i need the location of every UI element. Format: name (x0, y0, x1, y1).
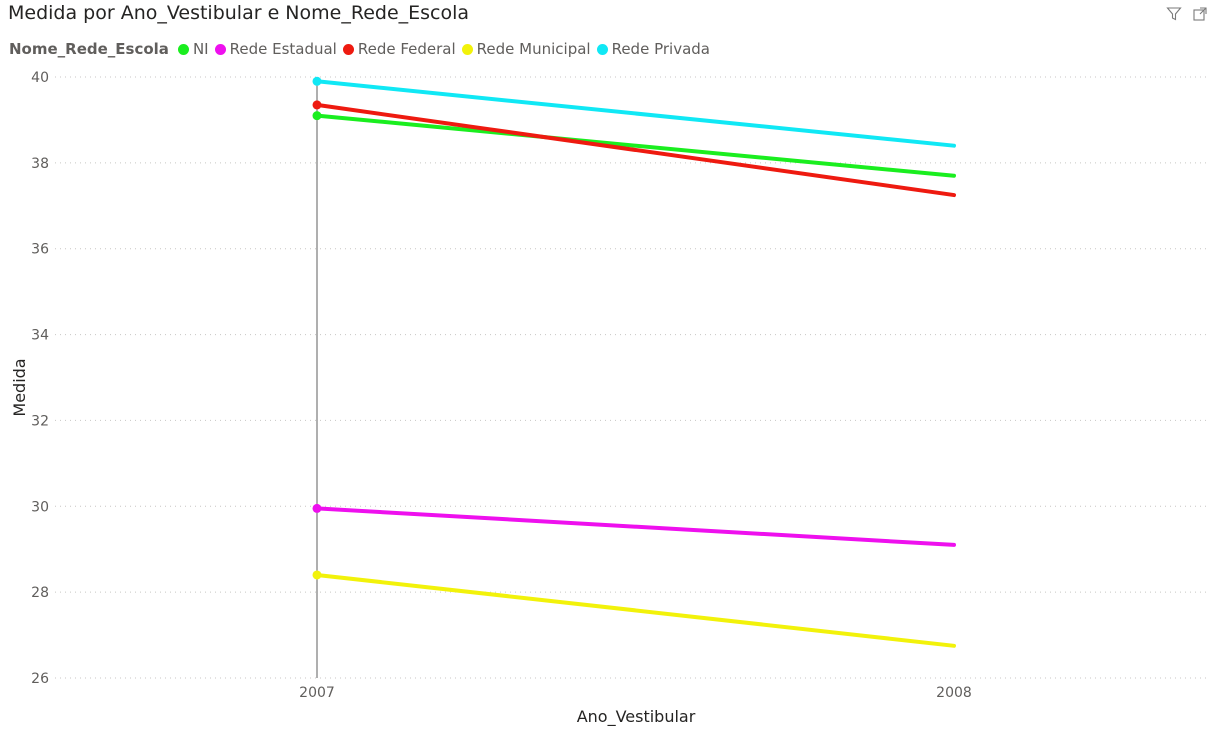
legend-item-ni[interactable]: NI (177, 40, 209, 58)
y-axis-title: Medida (10, 358, 29, 416)
data-point-rede-estadual[interactable] (312, 503, 322, 513)
chart-title: Medida por Ano_Vestibular e Nome_Rede_Es… (8, 2, 470, 24)
y-tick-label: 34 (31, 328, 49, 344)
y-tick-label: 30 (31, 499, 49, 515)
series-line-rede-federal[interactable] (315, 102, 956, 198)
series-line-rede-estadual[interactable] (315, 506, 956, 547)
legend-marker (461, 43, 473, 55)
legend-marker (214, 43, 226, 55)
filter-icon[interactable] (1165, 5, 1183, 23)
legend-label: Rede Privada (611, 40, 710, 58)
legend-marker (342, 43, 354, 55)
legend-title: Nome_Rede_Escola (9, 40, 169, 58)
y-tick-label: 36 (31, 242, 49, 258)
legend-marker (596, 43, 608, 55)
x-tick-label: 2007 (299, 685, 335, 701)
x-tick-label: 2008 (936, 685, 972, 701)
data-point-rede-municipal[interactable] (312, 570, 322, 580)
y-tick-label: 38 (31, 156, 49, 172)
y-tick-label: 26 (31, 671, 49, 687)
focus-mode-icon[interactable] (1191, 5, 1209, 23)
legend-label: NI (192, 40, 209, 58)
data-point-rede-federal[interactable] (312, 100, 322, 110)
series-line-rede-municipal[interactable] (315, 572, 956, 648)
y-tick-label: 40 (31, 70, 49, 86)
legend-item-rede-federal[interactable]: Rede Federal (342, 40, 456, 58)
series-line-rede-privada[interactable] (315, 79, 956, 148)
legend-label: Rede Municipal (476, 40, 591, 58)
data-point-ni[interactable] (312, 111, 322, 121)
x-axis-title: Ano_Vestibular (577, 707, 696, 727)
legend-label: Rede Estadual (229, 40, 337, 58)
legend-label: Rede Federal (357, 40, 456, 58)
legend-item-rede-municipal[interactable]: Rede Municipal (461, 40, 591, 58)
data-point-rede-privada[interactable] (312, 76, 322, 86)
visual-toolbar (1165, 5, 1209, 23)
legend-marker (177, 43, 189, 55)
y-tick-label: 28 (31, 585, 49, 601)
legend-item-rede-privada[interactable]: Rede Privada (596, 40, 710, 58)
legend: Nome_Rede_Escola NI Rede Estadual Rede F… (9, 39, 716, 59)
y-tick-label: 32 (31, 413, 49, 429)
legend-item-rede-estadual[interactable]: Rede Estadual (214, 40, 337, 58)
series-line-ni[interactable] (315, 113, 956, 178)
